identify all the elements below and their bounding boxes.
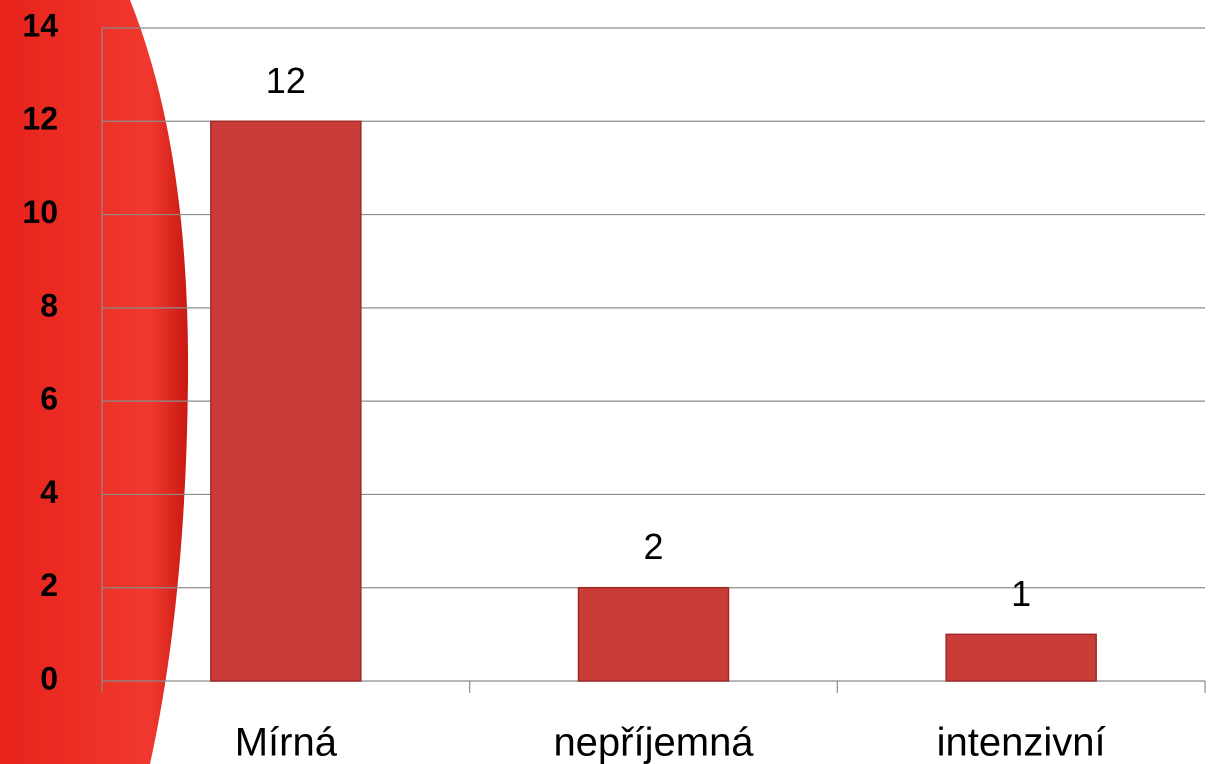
bar [945,633,1097,682]
bar [210,120,362,682]
y-tick-label: 12 [22,101,58,137]
decoration [0,0,189,764]
data-label: 2 [643,526,663,567]
y-tick-label: 0 [40,660,58,696]
y-tick-label: 10 [22,194,58,230]
x-tick-label: Mírná [235,721,338,764]
y-tick-label: 6 [40,381,58,417]
y-tick-label: 14 [22,7,58,43]
x-tick-label: nepříjemná [553,721,754,764]
bar [577,586,730,682]
x-tick-label: intenzivní [937,721,1106,764]
data-label: 1 [1011,573,1031,614]
y-tick-label: 4 [40,474,58,510]
y-tick-label: 2 [40,567,58,603]
data-label: 12 [266,60,306,101]
y-tick-label: 8 [40,287,58,323]
